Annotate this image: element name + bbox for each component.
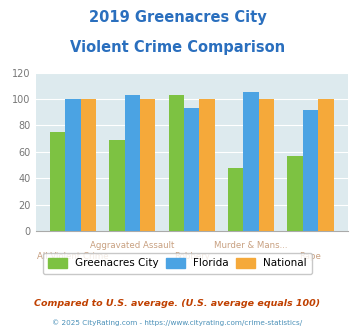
Text: Robbery: Robbery bbox=[174, 251, 210, 261]
Text: © 2025 CityRating.com - https://www.cityrating.com/crime-statistics/: © 2025 CityRating.com - https://www.city… bbox=[53, 319, 302, 326]
Bar bbox=[318, 99, 334, 231]
Text: Violent Crime Comparison: Violent Crime Comparison bbox=[70, 40, 285, 54]
Bar bbox=[184, 108, 200, 231]
Bar bbox=[244, 92, 259, 231]
Text: All Violent Crime: All Violent Crime bbox=[37, 251, 109, 261]
Bar bbox=[81, 99, 96, 231]
Bar bbox=[200, 99, 215, 231]
Bar bbox=[125, 95, 140, 231]
Bar bbox=[65, 99, 81, 231]
Legend: Greenacres City, Florida, National: Greenacres City, Florida, National bbox=[43, 253, 312, 274]
Bar bbox=[50, 132, 65, 231]
Bar bbox=[287, 156, 303, 231]
Text: Murder & Mans...: Murder & Mans... bbox=[214, 241, 288, 249]
Bar bbox=[303, 110, 318, 231]
Bar bbox=[109, 140, 125, 231]
Bar bbox=[140, 99, 155, 231]
Bar bbox=[259, 99, 274, 231]
Text: Aggravated Assault: Aggravated Assault bbox=[90, 241, 174, 249]
Text: 2019 Greenacres City: 2019 Greenacres City bbox=[89, 10, 266, 25]
Text: Compared to U.S. average. (U.S. average equals 100): Compared to U.S. average. (U.S. average … bbox=[34, 299, 321, 308]
Bar bbox=[228, 168, 244, 231]
Text: Rape: Rape bbox=[300, 251, 322, 261]
Bar bbox=[169, 95, 184, 231]
